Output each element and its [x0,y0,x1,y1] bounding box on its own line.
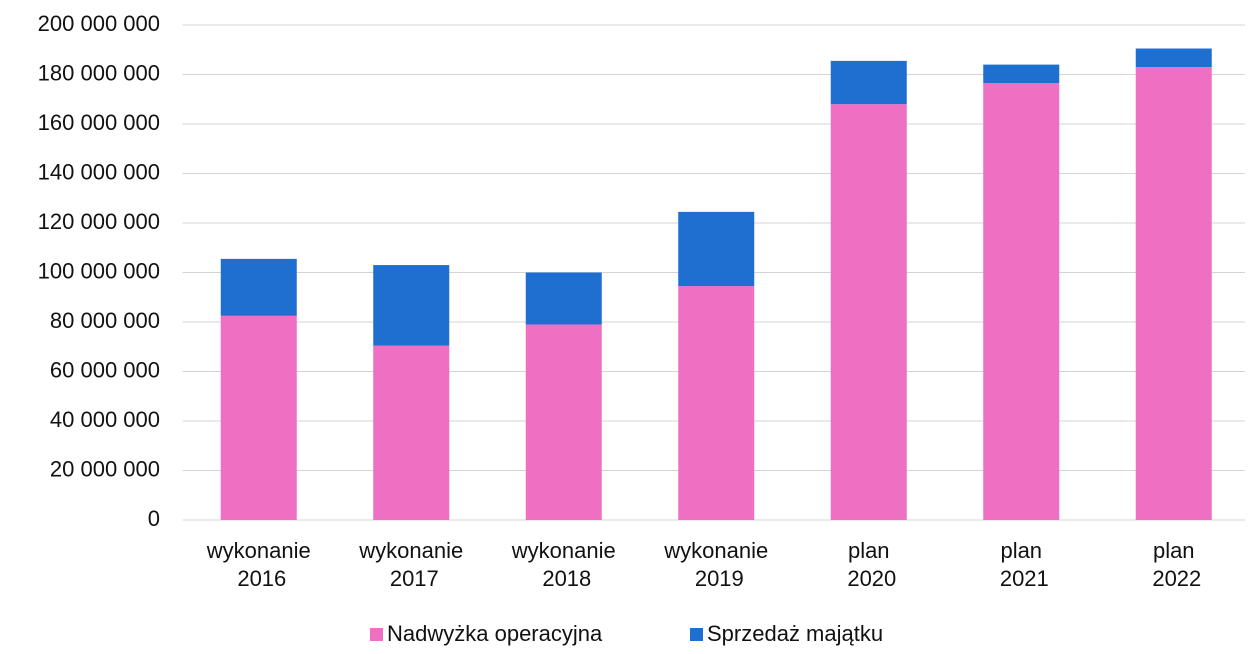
bar-segment [373,345,450,520]
x-tick-label: wykonanie 2016 [206,538,311,591]
y-tick-label: 180 000 000 [38,60,160,85]
bar-segment [830,104,907,520]
bar-segment [983,83,1060,520]
y-tick-label: 40 000 000 [50,407,160,432]
legend-label: Sprzedaż majątku [707,621,883,646]
y-tick-label: 140 000 000 [38,159,160,184]
y-tick-label: 80 000 000 [50,308,160,333]
y-tick-label: 60 000 000 [50,357,160,382]
x-tick-label: wykonanie 2018 [511,538,616,591]
x-tick-label: wykonanie 2019 [663,538,768,591]
bar-segment [220,315,297,520]
bar-segment [1135,67,1212,520]
bar-segment [1135,48,1212,68]
legend-swatch [370,628,383,641]
y-tick-label: 0 [148,506,160,531]
bar-segment [678,211,755,287]
bar-segment [830,60,907,105]
y-tick-label: 200 000 000 [38,11,160,36]
bar-segment [373,265,450,346]
x-tick-label: plan 2021 [994,538,1049,591]
bar-segment [525,324,602,520]
bar-segment [983,64,1060,84]
x-tick-label: wykonanie 2017 [358,538,463,591]
x-tick-label: plan 2020 [841,538,896,591]
legend-label: Nadwyżka operacyjna [387,621,603,646]
y-tick-label: 120 000 000 [38,209,160,234]
y-tick-label: 160 000 000 [38,110,160,135]
y-tick-label: 20 000 000 [50,456,160,481]
legend-swatch [690,628,703,641]
bar-segment [678,286,755,520]
bar-segment [525,272,602,325]
bar-segment [220,258,297,316]
x-tick-label: plan 2022 [1146,538,1201,591]
y-tick-label: 100 000 000 [38,258,160,283]
